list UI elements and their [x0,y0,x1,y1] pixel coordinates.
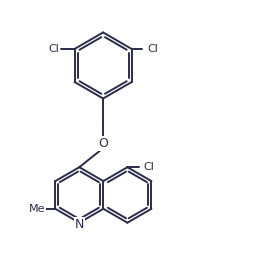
Text: O: O [98,137,108,150]
Text: Me: Me [29,204,45,214]
Text: Cl: Cl [143,162,154,172]
Text: N: N [75,218,84,231]
Text: Cl: Cl [147,44,158,54]
Text: Cl: Cl [48,44,59,54]
